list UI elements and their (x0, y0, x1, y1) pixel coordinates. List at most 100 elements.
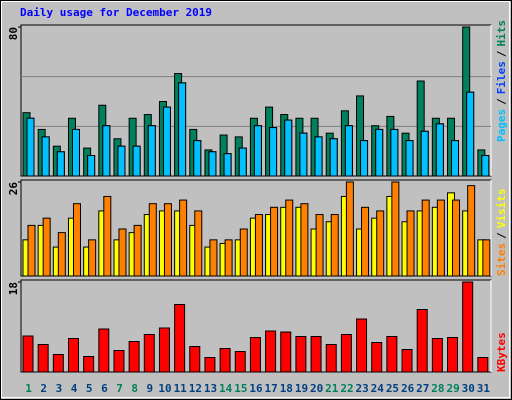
bar (132, 145, 141, 177)
bar (360, 140, 369, 177)
bar (102, 125, 111, 177)
bar (467, 185, 476, 277)
bar (56, 151, 65, 177)
bar (284, 119, 293, 177)
bar (113, 350, 125, 373)
bar (162, 106, 171, 177)
bar (405, 140, 414, 177)
x-tick-label: 14 (219, 382, 233, 395)
x-tick-label: 3 (56, 382, 63, 395)
bar (386, 336, 398, 373)
x-tick-label: 17 (265, 382, 278, 395)
bar (435, 123, 444, 177)
bar (421, 199, 430, 277)
x-tick-label: 1 (25, 382, 32, 395)
bar (420, 130, 429, 177)
bar (179, 199, 188, 277)
bar (88, 239, 97, 277)
bar (143, 334, 155, 373)
bar (451, 140, 460, 177)
bar (219, 348, 231, 373)
x-tick-label: 15 (234, 382, 247, 395)
bar (447, 337, 459, 373)
chart-title: Daily usage for December 2019 (20, 6, 212, 19)
bar (376, 210, 385, 277)
bar (118, 228, 127, 277)
bar (375, 128, 384, 177)
x-tick-label: 19 (295, 382, 308, 395)
legend-entry: Files (495, 61, 508, 94)
x-tick-label: 10 (158, 382, 171, 395)
bar (234, 351, 246, 373)
bar (128, 341, 140, 373)
bar (462, 281, 474, 373)
y-tick-label: 80 (7, 27, 20, 40)
bar (265, 330, 277, 373)
legend: Pages / Files / Hits (495, 20, 508, 142)
x-tick-label: 25 (386, 382, 399, 395)
x-tick-label: 27 (416, 382, 429, 395)
x-tick-label: 13 (204, 382, 217, 395)
legend-separator: / (495, 98, 508, 105)
bar (71, 128, 80, 177)
bar (174, 304, 186, 373)
bar (238, 147, 247, 177)
bar (315, 214, 324, 277)
bar (314, 136, 323, 177)
x-tick-label: 4 (71, 382, 78, 395)
bar (254, 214, 263, 277)
bar (295, 336, 307, 373)
bar (133, 224, 142, 277)
bar (72, 203, 81, 277)
bar (67, 338, 79, 373)
bar (22, 335, 34, 373)
bar (325, 344, 337, 373)
bar (431, 338, 443, 373)
bar (482, 239, 491, 277)
bar (371, 342, 383, 373)
bar (41, 136, 50, 177)
x-tick-label: 9 (147, 382, 154, 395)
bar (87, 155, 96, 177)
bar (52, 354, 64, 373)
legend-entry: Pages (495, 109, 508, 142)
bar (27, 224, 36, 277)
legend-separator: / (495, 50, 508, 57)
bar (330, 214, 339, 277)
bar (223, 153, 232, 177)
bar (466, 91, 475, 177)
x-tick-label: 24 (371, 382, 385, 395)
bar (249, 337, 261, 373)
x-tick-label: 6 (101, 382, 108, 395)
x-tick-label: 16 (249, 382, 263, 395)
x-tick-label: 5 (86, 382, 93, 395)
bar (117, 145, 126, 177)
x-tick-label: 21 (325, 382, 339, 395)
bar (163, 203, 172, 277)
bar (345, 181, 354, 277)
bar (204, 357, 216, 373)
x-tick-label: 8 (131, 382, 138, 395)
x-tick-label: 23 (356, 382, 369, 395)
legend-entry: KBytes (495, 332, 508, 372)
x-tick-label: 22 (340, 382, 353, 395)
bar (300, 203, 309, 277)
legend-entry: Hits (495, 20, 508, 47)
bar (452, 199, 461, 277)
bar (340, 334, 352, 373)
x-tick-label: 20 (310, 382, 323, 395)
bar (406, 210, 415, 277)
bar (477, 357, 489, 373)
x-tick-label: 29 (446, 382, 459, 395)
bar (148, 203, 157, 277)
bar (356, 318, 368, 373)
legend: Sites / Visits (495, 189, 508, 277)
bar (193, 140, 202, 177)
bar (208, 151, 217, 177)
y-tick-label: 18 (7, 282, 20, 295)
bar (481, 155, 490, 177)
x-tick-label: 2 (40, 382, 47, 395)
legend-entry: Visits (495, 189, 508, 229)
